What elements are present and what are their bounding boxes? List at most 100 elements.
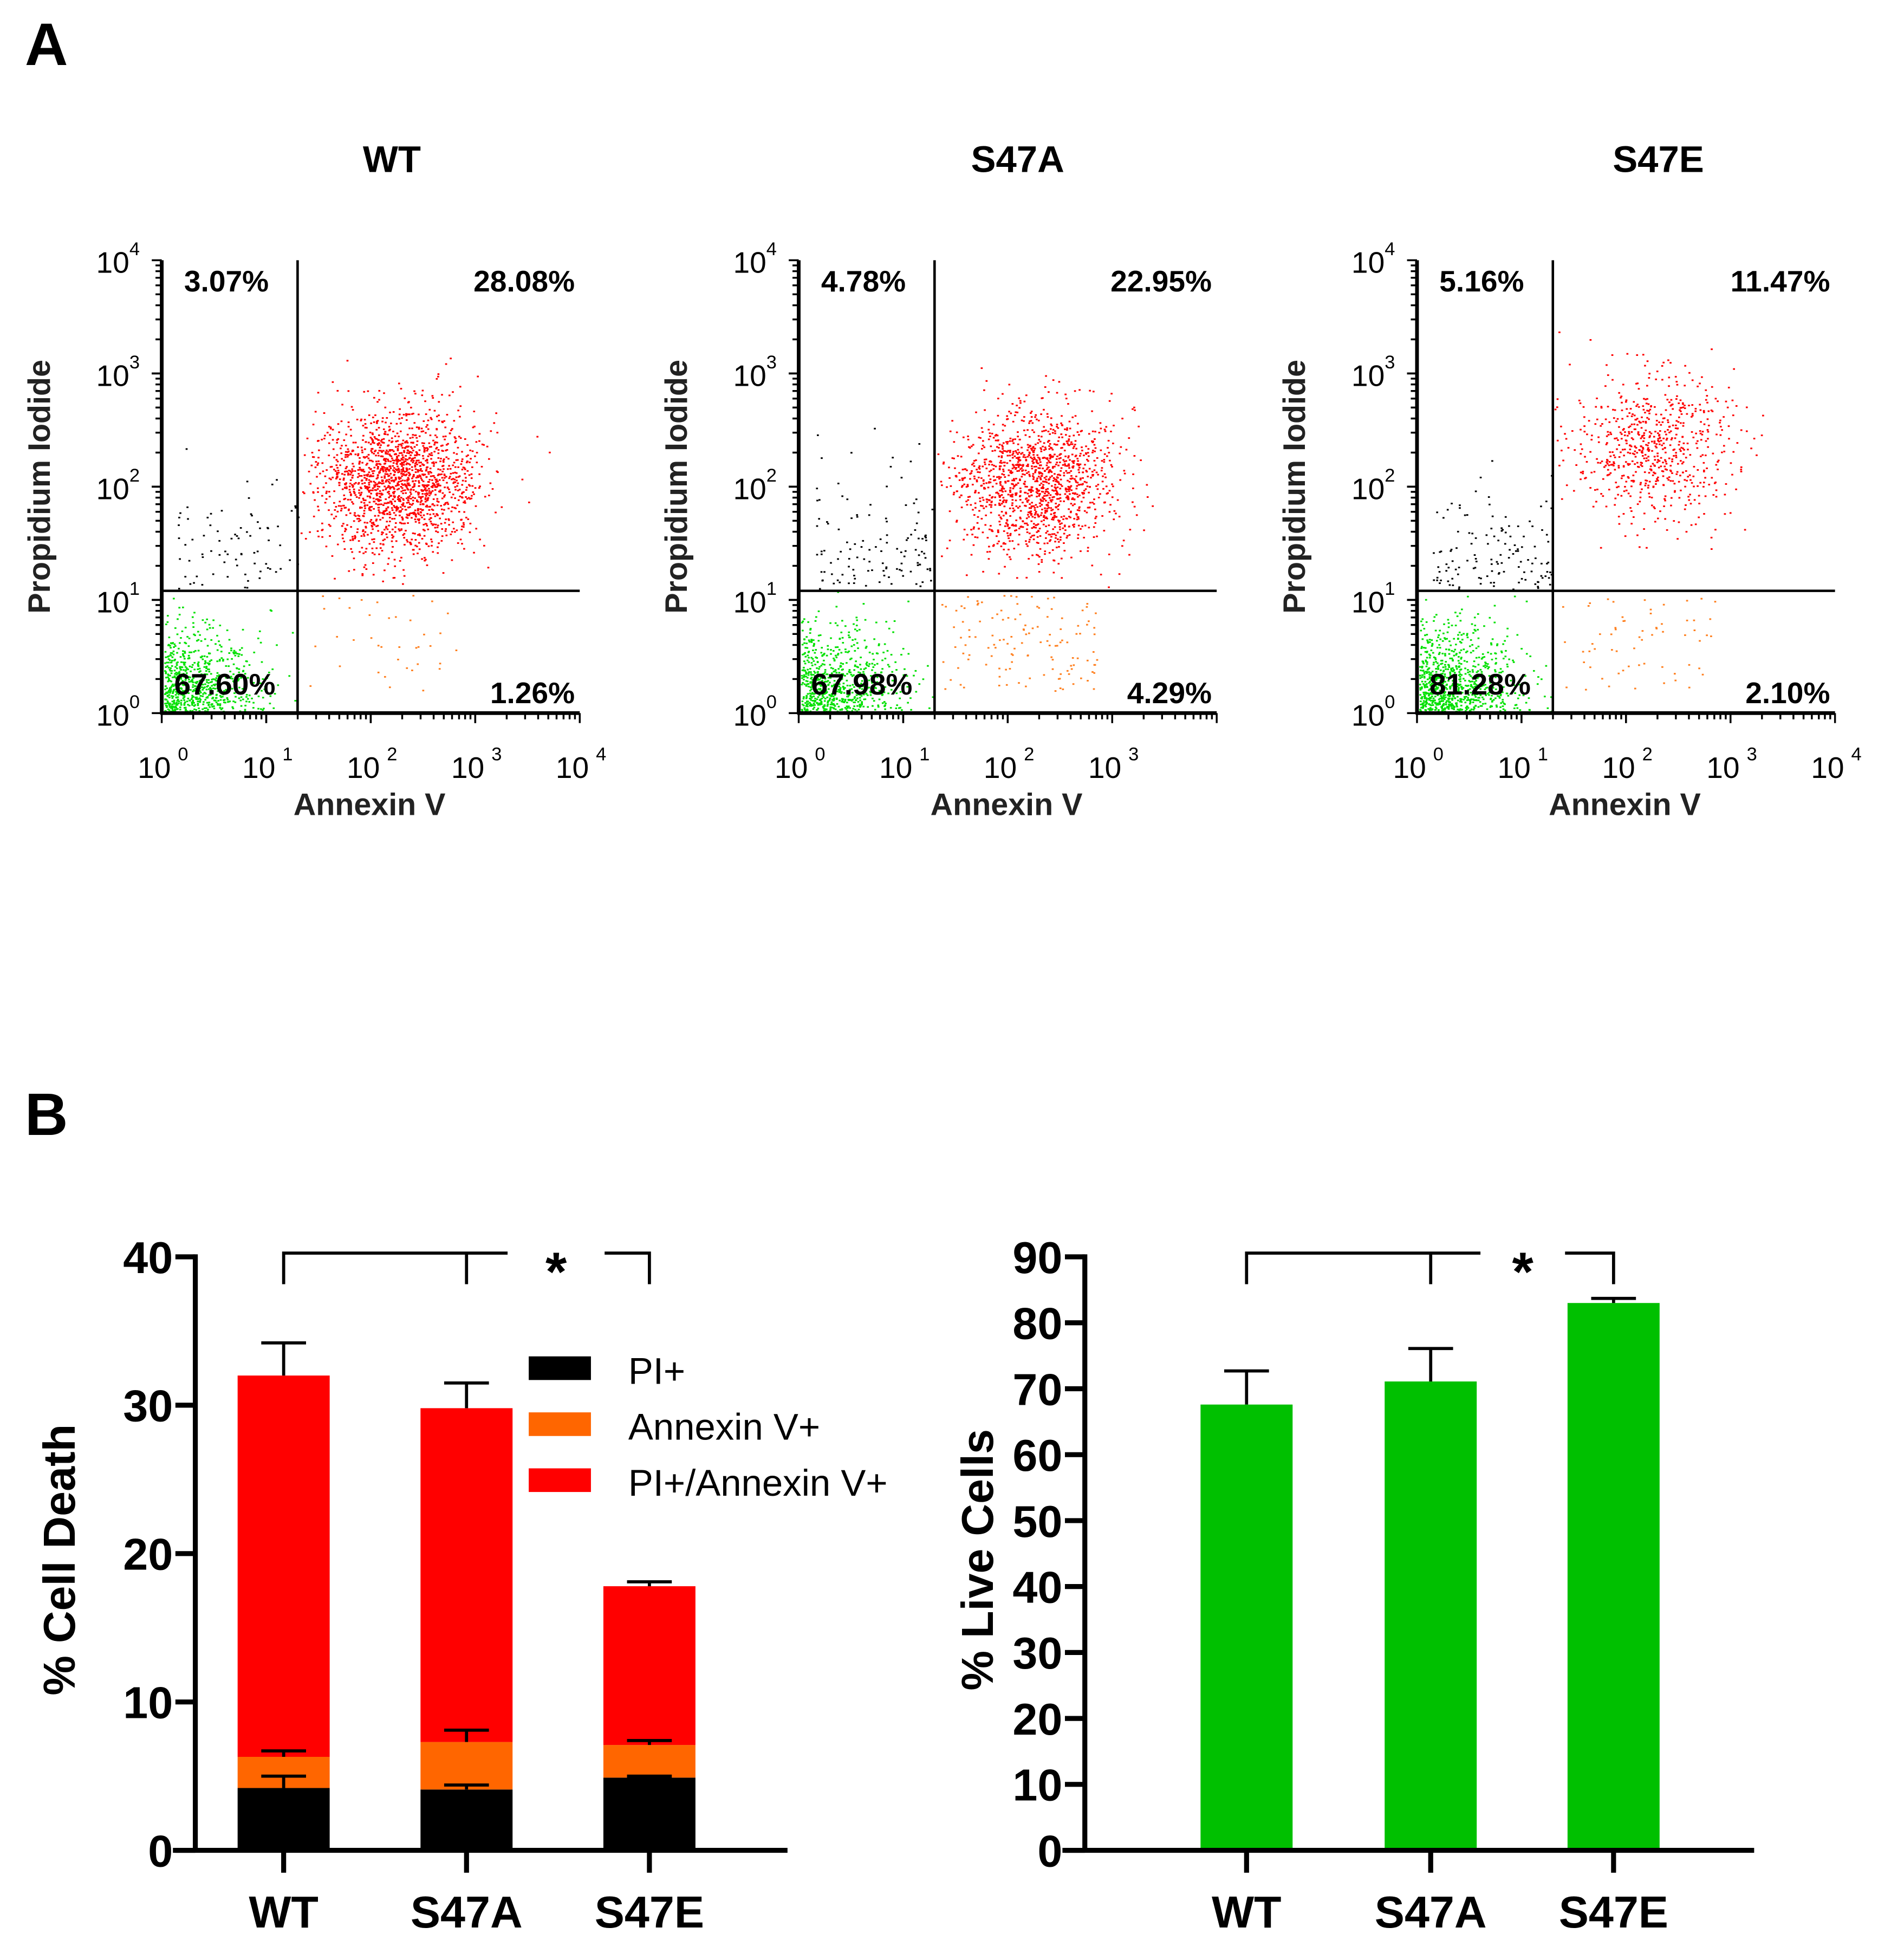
- live-cell-point: [205, 689, 208, 691]
- double-positive-point: [437, 524, 439, 527]
- live-cell-point: [176, 664, 178, 666]
- live-cell-point: [198, 708, 200, 710]
- double-positive-point: [377, 443, 380, 445]
- double-positive-point: [387, 444, 390, 446]
- double-positive-point: [1052, 496, 1055, 498]
- annexin-positive-point: [1054, 690, 1057, 692]
- live-cell-point: [810, 641, 813, 643]
- live-cell-point: [199, 695, 202, 697]
- double-positive-point: [419, 514, 422, 516]
- live-cell-point: [813, 706, 816, 709]
- live-cell-point: [201, 679, 204, 681]
- double-positive-point: [359, 469, 361, 471]
- annexin-positive-point: [950, 679, 952, 681]
- live-cell-point: [852, 698, 854, 700]
- double-positive-point: [989, 470, 991, 472]
- double-positive-point: [402, 492, 404, 495]
- live-cell-point: [874, 672, 876, 674]
- double-positive-point: [1050, 501, 1052, 503]
- double-positive-point: [359, 506, 361, 508]
- live-cell-point: [258, 630, 261, 632]
- double-positive-point: [358, 482, 360, 484]
- double-positive-point: [1093, 469, 1096, 471]
- double-positive-point: [1026, 465, 1029, 468]
- double-positive-point: [321, 522, 323, 524]
- double-positive-point: [412, 434, 414, 436]
- double-positive-point: [1009, 507, 1011, 509]
- double-positive-point: [424, 447, 427, 449]
- live-cell-point: [868, 663, 871, 665]
- double-positive-point: [414, 480, 417, 482]
- double-positive-point: [389, 460, 392, 463]
- double-positive-point: [1062, 518, 1064, 520]
- live-cell-point: [212, 687, 215, 690]
- double-positive-point: [418, 413, 420, 416]
- double-positive-point: [375, 498, 378, 501]
- double-positive-point: [391, 507, 393, 509]
- double-positive-point: [1038, 495, 1041, 497]
- double-positive-point: [382, 450, 385, 452]
- double-positive-point: [371, 451, 373, 453]
- live-cell-point: [185, 642, 187, 645]
- double-positive-point: [471, 485, 474, 487]
- live-cell-point: [847, 705, 850, 708]
- double-positive-point: [372, 552, 374, 554]
- double-positive-point: [1028, 473, 1031, 476]
- double-positive-point: [430, 446, 432, 448]
- live-cell-point: [173, 710, 175, 712]
- double-positive-point: [1039, 477, 1042, 479]
- pi-positive-point: [191, 538, 194, 541]
- double-positive-point: [1019, 517, 1022, 520]
- live-cell-point: [827, 677, 830, 679]
- double-positive-point: [423, 464, 425, 466]
- double-positive-point: [363, 474, 366, 476]
- double-positive-point: [1016, 405, 1018, 406]
- double-positive-point: [372, 574, 375, 576]
- live-cell-point: [196, 681, 198, 683]
- live-cell-point: [191, 703, 193, 705]
- double-positive-point: [1080, 483, 1082, 485]
- double-positive-point: [401, 462, 403, 464]
- pi-positive-point: [267, 527, 269, 529]
- live-cell-point: [181, 680, 184, 682]
- live-cell-point: [219, 707, 222, 709]
- double-positive-point: [348, 508, 350, 510]
- double-positive-point: [1065, 440, 1068, 443]
- double-positive-point: [393, 492, 395, 495]
- double-positive-point: [473, 551, 475, 554]
- live-cell-point: [838, 672, 841, 674]
- live-cell-point: [191, 695, 193, 697]
- live-cell-point: [805, 685, 808, 687]
- double-positive-point: [366, 504, 369, 507]
- live-cell-point: [853, 705, 855, 708]
- annexin-positive-point: [985, 664, 987, 666]
- live-cell-point: [866, 661, 868, 664]
- double-positive-point: [379, 463, 382, 465]
- live-cell-point: [164, 693, 166, 696]
- annexin-positive-point: [1081, 609, 1084, 612]
- double-positive-point: [369, 509, 372, 511]
- double-positive-point: [460, 460, 463, 463]
- double-positive-point: [366, 487, 368, 489]
- double-positive-point: [1082, 493, 1084, 495]
- live-cell-point: [883, 705, 886, 708]
- live-cell-point: [173, 598, 175, 600]
- double-positive-point: [1045, 537, 1047, 539]
- double-positive-point: [1049, 540, 1051, 542]
- pi-positive-point: [237, 537, 240, 540]
- double-positive-point: [347, 448, 349, 450]
- double-positive-point: [1032, 447, 1034, 449]
- double-positive-point: [435, 462, 437, 464]
- double-positive-point: [314, 411, 317, 413]
- live-cell-point: [832, 707, 835, 709]
- live-cell-point: [814, 700, 816, 703]
- double-positive-point: [344, 456, 347, 458]
- double-positive-point: [1014, 438, 1016, 440]
- double-positive-point: [398, 511, 401, 513]
- double-positive-point: [322, 486, 325, 489]
- double-positive-point: [412, 480, 414, 482]
- double-positive-point: [1064, 489, 1067, 491]
- live-cell-point: [808, 641, 811, 643]
- double-positive-point: [978, 468, 981, 470]
- double-positive-point: [1009, 451, 1011, 453]
